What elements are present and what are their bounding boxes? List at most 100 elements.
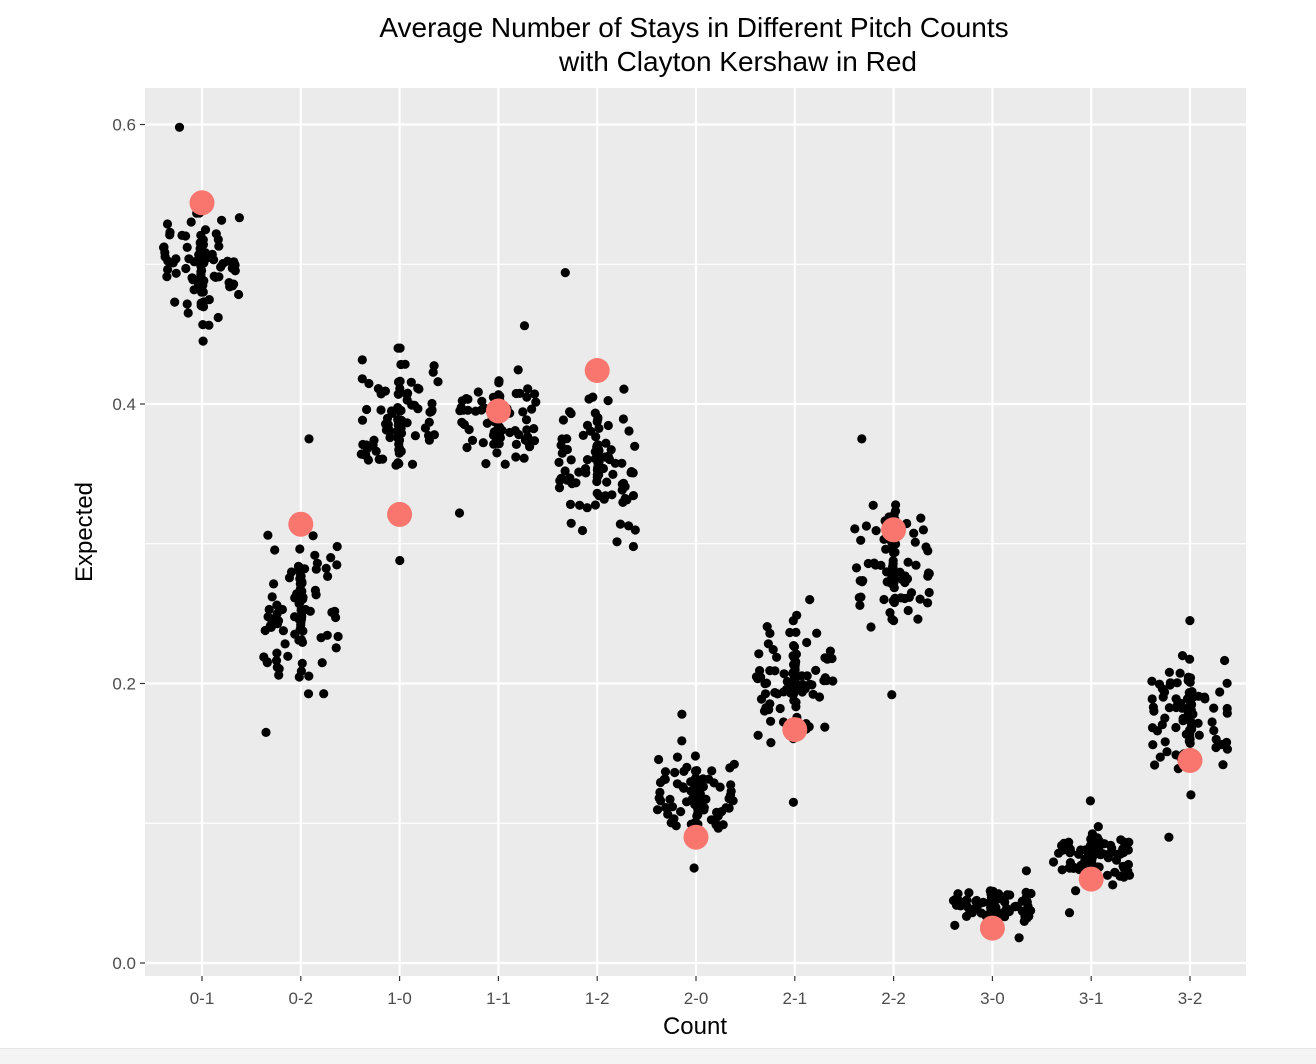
- highlight-point: [782, 717, 808, 743]
- data-point: [1099, 839, 1109, 849]
- data-point: [1165, 680, 1175, 690]
- data-point: [1108, 880, 1118, 890]
- data-point: [1026, 888, 1036, 899]
- data-point: [654, 754, 664, 765]
- data-point: [385, 426, 395, 437]
- data-point: [895, 567, 905, 577]
- data-point: [593, 413, 603, 423]
- data-point: [197, 287, 207, 297]
- data-point: [527, 404, 537, 414]
- data-point: [566, 518, 576, 528]
- data-point: [863, 558, 873, 569]
- data-point: [183, 308, 193, 318]
- data-point: [987, 901, 997, 912]
- data-point: [477, 396, 487, 406]
- data-point: [531, 397, 541, 407]
- data-point: [311, 564, 321, 574]
- data-point: [652, 805, 663, 815]
- data-point: [678, 782, 688, 792]
- data-point: [1068, 862, 1078, 873]
- data-point: [407, 459, 418, 469]
- data-point: [1160, 737, 1170, 747]
- data-point: [200, 225, 211, 235]
- data-point: [1222, 737, 1232, 748]
- data-point: [630, 525, 640, 535]
- data-point: [677, 736, 687, 746]
- data-point: [753, 674, 763, 684]
- data-point: [624, 426, 634, 436]
- data-point: [1185, 677, 1195, 688]
- data-point: [726, 780, 736, 790]
- data-point: [660, 774, 670, 785]
- data-point: [529, 424, 539, 434]
- data-point: [881, 544, 891, 554]
- data-point: [463, 394, 473, 404]
- data-point: [782, 684, 792, 694]
- data-point: [718, 820, 728, 830]
- data-point: [332, 541, 342, 552]
- data-point: [756, 694, 767, 704]
- data-point: [617, 458, 627, 468]
- data-point: [628, 491, 639, 501]
- data-point: [565, 407, 575, 417]
- data-point: [284, 573, 295, 583]
- data-point: [382, 413, 393, 423]
- data-point: [1171, 694, 1181, 704]
- data-point: [725, 790, 736, 800]
- data-point: [656, 796, 666, 806]
- data-point: [1172, 678, 1182, 688]
- data-point: [518, 407, 528, 417]
- data-point: [159, 242, 169, 252]
- data-point: [999, 895, 1009, 905]
- data-point: [698, 774, 708, 784]
- data-point: [1113, 849, 1123, 859]
- data-point: [403, 388, 413, 398]
- data-point: [492, 448, 502, 458]
- data-point: [918, 525, 929, 535]
- data-point: [603, 420, 613, 431]
- data-point: [820, 722, 830, 732]
- data-point: [902, 574, 913, 584]
- data-point: [593, 458, 603, 468]
- data-point: [393, 430, 403, 440]
- data-point: [566, 455, 576, 465]
- data-point: [582, 503, 592, 513]
- data-point: [301, 604, 311, 615]
- data-point: [630, 441, 640, 451]
- data-point: [582, 455, 593, 465]
- data-point: [213, 312, 223, 323]
- data-point: [581, 468, 591, 478]
- data-point: [788, 668, 798, 678]
- data-point: [1186, 722, 1196, 732]
- data-point: [791, 627, 801, 638]
- data-point: [1000, 906, 1010, 916]
- data-point: [689, 863, 699, 873]
- data-point: [1076, 845, 1086, 855]
- data-point: [689, 779, 699, 789]
- data-point: [522, 425, 532, 435]
- data-point: [588, 392, 598, 402]
- highlight-point: [485, 398, 511, 424]
- data-point: [396, 359, 406, 370]
- data-point: [1186, 790, 1196, 800]
- data-point: [690, 751, 701, 761]
- data-point: [582, 420, 593, 430]
- data-point: [791, 702, 801, 712]
- data-point: [511, 452, 521, 462]
- data-point: [459, 419, 469, 430]
- data-point: [858, 576, 868, 586]
- y-tick-label: 0.6: [112, 116, 136, 135]
- data-point: [1155, 752, 1165, 762]
- data-point: [278, 626, 288, 636]
- data-point: [619, 384, 629, 394]
- data-point: [779, 669, 789, 679]
- data-point: [1222, 708, 1232, 718]
- data-point: [603, 396, 613, 406]
- data-point: [1162, 747, 1172, 757]
- data-point: [395, 383, 405, 394]
- data-point: [822, 654, 833, 664]
- data-point: [558, 415, 569, 425]
- data-point: [482, 418, 492, 428]
- data-point: [358, 439, 368, 450]
- data-point: [1065, 844, 1075, 854]
